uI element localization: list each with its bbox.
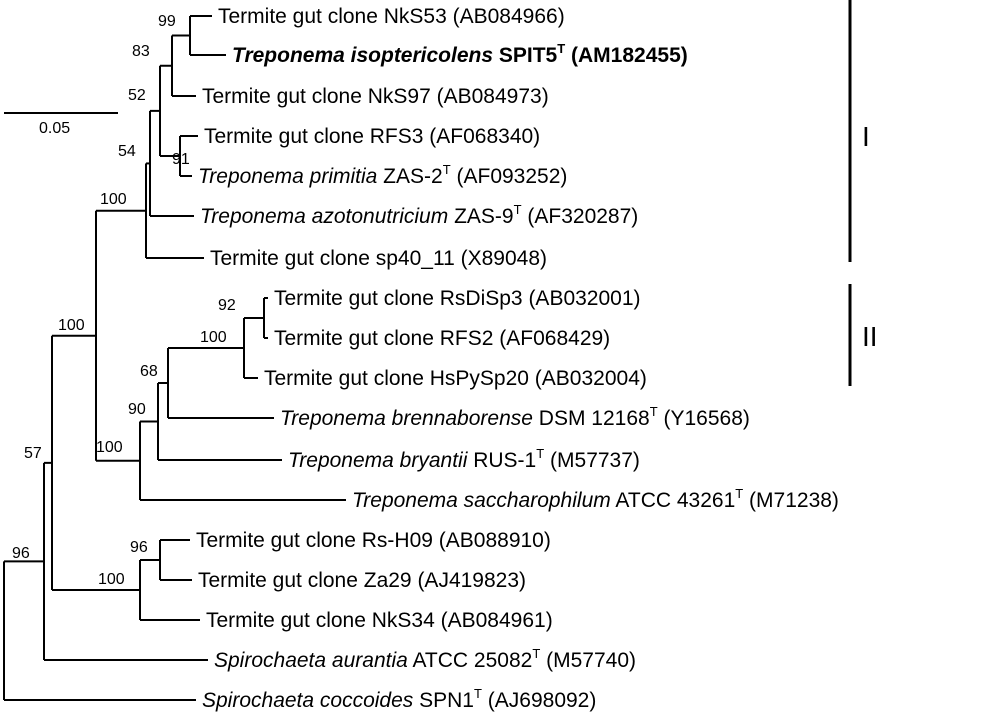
accession-number: (AB084966) bbox=[447, 5, 565, 28]
bootstrap-value: 57 bbox=[24, 445, 42, 462]
strain-name: ATCC 43261 bbox=[611, 489, 736, 512]
taxon-name: Spirochaeta coccoides bbox=[202, 689, 414, 712]
taxon-name: Termite gut clone RFS2 bbox=[274, 327, 493, 350]
bootstrap-value: 54 bbox=[118, 143, 136, 160]
taxon-label-hspysp20: Termite gut clone HsPySp20 (AB032004) bbox=[264, 367, 647, 390]
taxon-name: Termite gut clone NkS53 bbox=[218, 5, 447, 28]
strain-name: DSM 12168 bbox=[533, 407, 650, 430]
clade-label-II: II bbox=[862, 321, 878, 352]
strain-name: ZAS-9 bbox=[448, 205, 513, 228]
bootstrap-value: 91 bbox=[172, 151, 190, 168]
clade-label-I: I bbox=[862, 121, 870, 152]
taxon-name: Termite gut clone RsDiSp3 bbox=[274, 287, 523, 310]
accession-number: (M57740) bbox=[540, 649, 636, 672]
type-strain-superscript: T bbox=[443, 162, 451, 177]
strain-name: SPN1 bbox=[413, 689, 474, 712]
taxon-name: Spirochaeta aurantia bbox=[214, 649, 408, 672]
taxon-name: Termite gut clone NkS97 bbox=[202, 85, 431, 108]
taxon-name: Termite gut clone sp40_11 bbox=[210, 247, 455, 270]
type-strain-superscript: T bbox=[514, 202, 522, 217]
type-strain-superscript: T bbox=[557, 41, 565, 56]
accession-number: (AB084961) bbox=[435, 609, 553, 632]
taxon-name: Termite gut clone RFS3 bbox=[204, 125, 423, 148]
taxon-label-sacch: Treponema saccharophilum ATCC 43261T (M7… bbox=[352, 486, 839, 512]
clade-brackets: III bbox=[848, 0, 878, 386]
taxon-name: Treponema primitia bbox=[198, 165, 377, 188]
accession-number: (AB088910) bbox=[433, 529, 551, 552]
taxon-label-rfs3: Termite gut clone RFS3 (AF068340) bbox=[204, 125, 540, 148]
accession-number: (AB032001) bbox=[523, 287, 641, 310]
accession-number: (AF068340) bbox=[423, 125, 540, 148]
taxon-label-primitia: Treponema primitia ZAS-2T (AF093252) bbox=[198, 162, 567, 188]
accession-number: (M57737) bbox=[544, 449, 640, 472]
bootstrap-value: 83 bbox=[132, 43, 150, 60]
taxon-labels: Termite gut clone NkS53 (AB084966) Trepon… bbox=[196, 5, 839, 712]
bootstrap-value: 96 bbox=[12, 545, 30, 562]
accession-number: (AJ419823) bbox=[412, 569, 526, 592]
type-strain-superscript: T bbox=[536, 446, 544, 461]
taxon-label-za29: Termite gut clone Za29 (AJ419823) bbox=[198, 569, 526, 592]
bootstrap-value: 92 bbox=[218, 297, 236, 314]
tree-branches bbox=[3, 15, 346, 701]
type-strain-superscript: T bbox=[650, 404, 658, 419]
taxon-name: Treponema azotonutricium bbox=[200, 205, 448, 228]
strain-name: RUS-1 bbox=[467, 449, 536, 472]
accession-number: (AJ698092) bbox=[482, 689, 596, 712]
strain-name: ZAS-2 bbox=[377, 165, 442, 188]
bootstrap-value: 96 bbox=[130, 539, 148, 556]
taxon-label-rsh09: Termite gut clone Rs-H09 (AB088910) bbox=[196, 529, 551, 552]
accession-number: (X89048) bbox=[455, 247, 547, 270]
bootstrap-value: 100 bbox=[200, 329, 227, 346]
taxon-label-cocco: Spirochaeta coccoides SPN1T (AJ698092) bbox=[202, 686, 596, 712]
taxon-name: Treponema bryantii bbox=[288, 449, 469, 472]
bootstrap-value: 100 bbox=[100, 191, 127, 208]
taxon-label-azoto: Treponema azotonutricium ZAS-9T (AF32028… bbox=[200, 202, 638, 228]
taxon-label-isop: Treponema isoptericolens SPIT5T (AM18245… bbox=[232, 41, 688, 67]
taxon-name: Termite gut clone Rs-H09 bbox=[196, 529, 433, 552]
scale-bar: 0.05 bbox=[4, 112, 118, 137]
taxon-name: Treponema isoptericolens bbox=[232, 44, 493, 67]
taxon-label-brenna: Treponema brennaborense DSM 12168T (Y165… bbox=[280, 404, 750, 430]
taxon-label-nks53: Termite gut clone NkS53 (AB084966) bbox=[218, 5, 565, 28]
bootstrap-value: 99 bbox=[158, 13, 176, 30]
type-strain-superscript: T bbox=[474, 686, 482, 701]
bootstrap-values: 99 83 52 91 54 100 92 100 68 90 100 100 96 100 57 96 bbox=[12, 13, 236, 588]
bootstrap-value: 68 bbox=[140, 363, 158, 380]
bootstrap-value: 90 bbox=[128, 401, 146, 418]
accession-number: (M71238) bbox=[743, 489, 839, 512]
taxon-name: Treponema brennaborense bbox=[280, 407, 533, 430]
taxon-label-nks34: Termite gut clone NkS34 (AB084961) bbox=[206, 609, 553, 632]
accession-number: (AF068429) bbox=[493, 327, 610, 350]
taxon-label-sp40: Termite gut clone sp40_11 (X89048) bbox=[210, 247, 547, 270]
accession-number: (AF093252) bbox=[451, 165, 568, 188]
bootstrap-value: 100 bbox=[96, 439, 123, 456]
scale-bar-label: 0.05 bbox=[39, 120, 70, 137]
taxon-label-bryantii: Treponema bryantii RUS-1T (M57737) bbox=[288, 446, 640, 472]
bootstrap-value: 100 bbox=[58, 317, 85, 334]
taxon-name: Termite gut clone Za29 bbox=[198, 569, 412, 592]
accession-number: (AF320287) bbox=[522, 205, 639, 228]
taxon-label-rsdisp3: Termite gut clone RsDiSp3 (AB032001) bbox=[274, 287, 641, 310]
type-strain-superscript: T bbox=[735, 486, 743, 501]
accession-number: (AB032004) bbox=[529, 367, 647, 390]
strain-name: SPIT5 bbox=[493, 44, 558, 67]
bootstrap-value: 52 bbox=[128, 87, 146, 104]
type-strain-superscript: T bbox=[532, 646, 540, 661]
bootstrap-value: 100 bbox=[98, 571, 125, 588]
taxon-name: Termite gut clone HsPySp20 bbox=[264, 367, 529, 390]
taxon-label-rfs2: Termite gut clone RFS2 (AF068429) bbox=[274, 327, 610, 350]
accession-number: (Y16568) bbox=[658, 407, 750, 430]
taxon-label-nks97: Termite gut clone NkS97 (AB084973) bbox=[202, 85, 549, 108]
taxon-label-auran: Spirochaeta aurantia ATCC 25082T (M57740… bbox=[214, 646, 636, 672]
accession-number: (AB084973) bbox=[431, 85, 549, 108]
taxon-name: Treponema saccharophilum bbox=[352, 489, 611, 512]
strain-name: ATCC 25082 bbox=[408, 649, 533, 672]
accession-number: (AM182455) bbox=[565, 44, 688, 67]
taxon-name: Termite gut clone NkS34 bbox=[206, 609, 435, 632]
